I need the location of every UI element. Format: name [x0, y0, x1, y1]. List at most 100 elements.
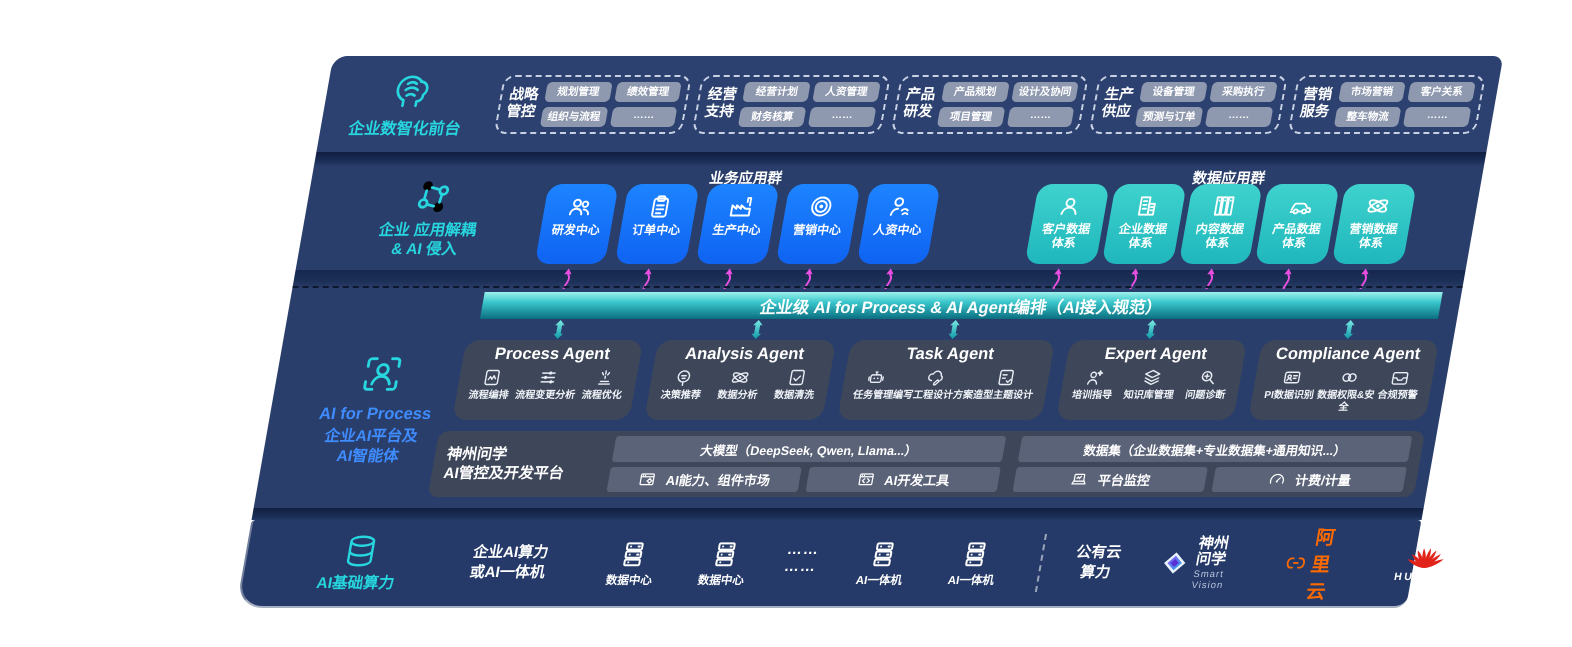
bidirectional-arrow — [553, 320, 565, 339]
brain-icon — [393, 75, 431, 108]
chip: …… — [1006, 106, 1075, 127]
tile-marketing-data: 营销数据 体系 — [1331, 184, 1417, 264]
chip: …… — [1403, 106, 1472, 127]
ai-bus-title: 企业级 AI for Process & AI Agent编排（AI接入规范） — [758, 298, 1164, 317]
group-production: 生产 供应 设备管理 采购执行 预测与订单 …… — [1088, 74, 1288, 134]
sliders-icon — [540, 370, 557, 385]
integration-dashed-line — [292, 286, 1463, 288]
cell-ai-market: AI能力、组件市场 — [606, 467, 802, 492]
group-product: 产品 研发 产品规划 设计及协同 项目管理 …… — [890, 74, 1090, 134]
checklist-icon — [998, 369, 1015, 386]
tray-icon — [1391, 371, 1410, 385]
shelf-edge — [251, 508, 1424, 520]
shelf-edge — [313, 152, 1487, 167]
node-datacenter-2: 数据中心 — [676, 539, 773, 588]
atom-icon — [730, 370, 751, 385]
laptop-icon — [1071, 473, 1088, 485]
server-icon — [715, 541, 736, 566]
business-tiles: 研发中心 订单中心 生产中心 营销中心 人资中心 — [534, 184, 941, 264]
app-decouple-line1: 企业 应用解耦 — [377, 222, 478, 239]
huawei-flower-icon — [1407, 547, 1444, 568]
chip: 产品规划 — [941, 81, 1010, 102]
tile-order-center: 订单中心 — [615, 184, 700, 264]
tile-customer-data: 客户数据 体系 — [1024, 184, 1110, 264]
front-office-title: 企业数智化前台 — [346, 121, 462, 138]
application-band: 企业 应用解耦 & AI 侵入 业务应用群 研发中心 订单中心 生产中心 营销中心 — [295, 167, 1484, 270]
atom-icon — [1364, 197, 1391, 215]
doc-wave-icon — [483, 369, 500, 386]
dashed-divider — [1034, 534, 1048, 592]
ai-platform-band: 企业级 AI for Process & AI Agent编排（AI接入规范） … — [253, 289, 1463, 508]
database-icon — [346, 535, 377, 567]
chip: 项目管理 — [936, 106, 1005, 127]
person-frame-icon — [362, 357, 402, 391]
cell-monitor: 平台监控 — [1012, 467, 1208, 492]
node-datacenter-1: 数据中心 — [584, 539, 681, 588]
smart-vision-diamond-icon — [1164, 552, 1186, 574]
chip: 财务核算 — [738, 106, 807, 127]
cell-billing: 计费/计量 — [1211, 467, 1407, 492]
infra-label-block: AI基础算力 — [289, 533, 430, 593]
tile-marketing-center: 营销中心 — [775, 184, 861, 264]
compute-line2: 或AI一体机 — [468, 564, 547, 581]
agents-row: Process Agent 流程编排 流程变更分析 流程优化 Analysis … — [452, 340, 1440, 420]
spark-icon — [597, 370, 613, 385]
infra-title: AI基础算力 — [315, 575, 396, 592]
chip: 规划管理 — [544, 81, 613, 102]
rings-icon — [1341, 373, 1357, 382]
chip: 设计及协同 — [1010, 81, 1080, 102]
diagnose-icon — [1200, 370, 1217, 385]
chip: 客户关系 — [1407, 81, 1476, 102]
server-icon — [873, 541, 894, 566]
bidirectional-arrow — [1343, 320, 1355, 339]
compliance-agent-card: Compliance Agent PI数据识别 数据权限&安全 合规预警 — [1247, 340, 1440, 420]
ai-dev-platform: 神州问学 AI管控及开发平台 大模型（DeepSeek, Qwen, Llama… — [427, 431, 1426, 497]
person-wave-icon — [890, 197, 912, 216]
bot-icon — [867, 371, 885, 384]
chip: …… — [609, 106, 678, 127]
clipboard-icon — [650, 195, 670, 218]
expert-agent-card: Expert Agent 培训指导 知识库管理 问题诊断 — [1055, 340, 1248, 420]
doc-check-icon — [789, 369, 806, 386]
platform-desc: AI管控及开发平台 — [442, 465, 566, 482]
car-icon — [1289, 202, 1312, 215]
window-gear-icon — [639, 473, 656, 486]
front-office-label-block: 企业数智化前台 — [319, 69, 499, 139]
idcard-icon — [1283, 371, 1301, 384]
group-operation: 经营 支持 经营计划 人资管理 财务核算 …… — [692, 74, 891, 134]
cloud-pen-icon — [926, 370, 945, 386]
tile-rd-center: 研发中心 — [534, 184, 620, 264]
tile-hr-center: 人资中心 — [856, 184, 941, 264]
chip: 采购执行 — [1209, 81, 1278, 102]
bidirectional-arrow — [751, 320, 763, 339]
layers-icon — [1142, 369, 1161, 386]
node-ai-appliance-2: AI一体机 — [926, 539, 1023, 588]
tile-production-center: 生产中心 — [695, 184, 780, 264]
team-icon — [568, 198, 592, 216]
bidirectional-arrow — [948, 320, 960, 339]
app-decouple-line2: & AI 侵入 — [389, 241, 459, 259]
ai-for-process-label: AI for Process — [317, 405, 433, 423]
models-bar: 大模型（DeepSeek, Qwen, Llama...） — [611, 436, 1007, 462]
chip: 绩效管理 — [614, 81, 683, 102]
person-spark-icon — [1086, 370, 1104, 385]
server-icon — [965, 541, 986, 566]
chip: 市场营销 — [1337, 81, 1407, 102]
chip: 组织与流程 — [539, 106, 609, 127]
chip: 经营计划 — [742, 81, 811, 102]
molecule-icon — [416, 179, 451, 214]
gauge-icon — [1269, 473, 1285, 484]
huawei-logo: HUAWEI — [1393, 544, 1457, 583]
process-agent-card: Process Agent 流程编排 流程变更分析 流程优化 — [452, 340, 644, 420]
aliyun-logo: 阿里云 — [1278, 523, 1351, 604]
chip: …… — [1204, 106, 1274, 127]
building-icon — [1138, 196, 1158, 216]
node-ai-appliance-1: AI一体机 — [834, 539, 931, 588]
app-decouple-label-block: 企业 应用解耦 & AI 侵入 — [333, 175, 526, 260]
architecture-panel: 企业数智化前台 战略 管控 规划管理 绩效管理 组织与流程 …… 经营 支持 经营计… — [236, 56, 1504, 608]
front-office-groups: 战略 管控 规划管理 绩效管理 组织与流程 …… 经营 支持 经营计划 人资管理 财… — [493, 74, 1487, 134]
public-cloud-line2: 算力 — [1078, 564, 1112, 581]
aliyun-bracket-icon — [1286, 557, 1305, 569]
compute-line1: 企业AI算力 — [471, 543, 550, 561]
cell-dev-tools: AI开发工具 — [805, 467, 1001, 492]
